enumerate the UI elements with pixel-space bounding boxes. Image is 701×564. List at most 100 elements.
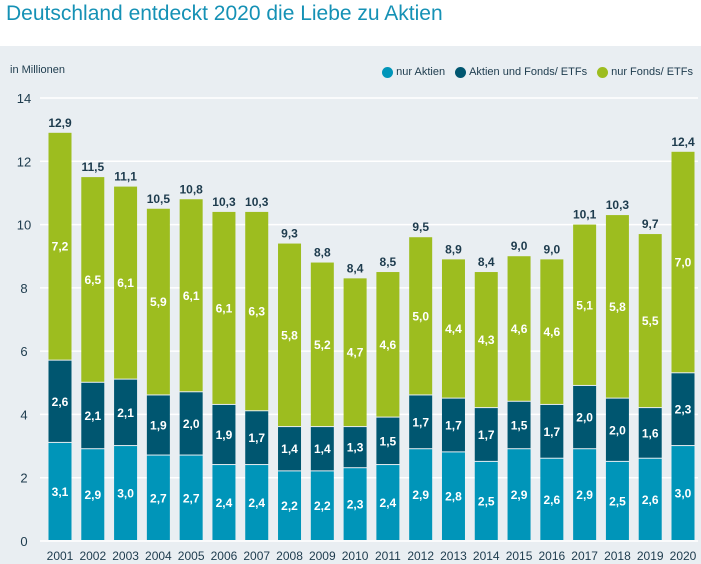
legend-item-nur-fonds: nur Fonds/ ETFs [597,66,693,78]
bar-segment [146,208,170,395]
data-label: 2,9 [412,488,429,502]
data-label: 2,5 [609,494,626,508]
x-tick-label: 2016 [538,549,565,563]
bar-segment [638,234,662,408]
legend-item-nur-aktien: nur Aktien [382,66,445,78]
data-label: 4,7 [347,346,364,360]
bar-segment [179,199,203,392]
bar-segment [671,373,695,446]
legend: nur Aktien Aktien und Fonds/ ETFs nur Fo… [382,66,693,78]
x-tick-label: 2009 [309,549,336,563]
legend-swatch [382,66,394,78]
x-tick-label: 2003 [112,549,139,563]
bar-segment [310,471,334,540]
x-tick-label: 2015 [506,549,533,563]
legend-item-aktien-und-fonds: Aktien und Fonds/ ETFs [455,66,587,78]
bar-segment [245,411,269,465]
x-tick-label: 2020 [670,549,697,563]
x-tick-label: 2017 [571,549,598,563]
data-label: 1,7 [445,419,462,433]
data-label: 2,0 [183,417,200,431]
data-label: 4,6 [380,338,397,352]
bar-segment [310,262,334,427]
x-tick-label: 2005 [178,549,205,563]
total-label: 12,9 [48,116,72,130]
total-label: 10,3 [212,195,236,209]
bar-segment [146,455,170,540]
data-label: 4,4 [445,322,462,336]
data-label: 6,1 [183,289,200,303]
data-label: 5,5 [642,314,659,328]
data-label: 7,0 [675,256,692,270]
chart-title: Deutschland entdeckt 2020 die Liebe zu A… [6,2,443,25]
data-label: 5,1 [576,298,593,312]
bar-segment [278,427,302,471]
y-tick-label: 2 [20,471,27,486]
y-tick-label: 8 [20,281,27,296]
data-label: 1,7 [412,415,429,429]
total-label: 10,8 [179,182,203,196]
data-label: 2,5 [478,494,495,508]
total-label: 10,3 [606,198,630,212]
bar-segment [573,449,597,540]
total-label: 10,1 [573,208,597,222]
data-label: 2,7 [150,491,167,505]
bar-segment [48,360,72,442]
data-label: 2,1 [117,406,134,420]
data-label: 2,3 [347,498,364,512]
data-label: 1,9 [216,428,233,442]
data-label: 7,2 [52,240,69,254]
x-tick-label: 2019 [637,549,664,563]
data-label: 2,9 [576,488,593,502]
bar-segment [474,272,498,408]
data-label: 2,4 [248,496,265,510]
data-label: 3,0 [117,487,134,501]
data-label: 1,5 [380,434,397,448]
data-label: 1,5 [511,419,528,433]
bar-segment [638,408,662,458]
bar-segment [343,427,367,468]
data-label: 4,6 [543,325,560,339]
bar-segment [212,211,236,404]
bar-segment [376,272,400,417]
bar-segment [114,186,138,379]
data-label: 5,9 [150,295,167,309]
bar-segment [146,395,170,455]
x-tick-label: 2001 [47,549,74,563]
bar-segment [671,446,695,540]
x-tick-label: 2018 [604,549,631,563]
x-tick-label: 2013 [440,549,467,563]
bar-segment [507,256,531,401]
data-label: 2,6 [52,395,69,409]
x-tick-label: 2006 [211,549,238,563]
total-label: 8,4 [347,261,364,275]
y-tick-label: 14 [17,91,31,106]
data-label: 2,4 [380,496,397,510]
total-label: 8,9 [445,242,462,256]
data-label: 5,0 [412,309,429,323]
bar-segment [376,465,400,540]
x-tick-label: 2012 [407,549,434,563]
data-label: 6,1 [117,276,134,290]
bar-segment [605,398,629,461]
total-label: 9,7 [642,217,659,231]
total-label: 9,5 [412,220,429,234]
legend-label: Aktien und Fonds/ ETFs [469,66,588,78]
total-label: 9,3 [281,227,298,241]
bar-segment [540,458,564,540]
bar-segment [179,392,203,455]
total-label: 9,0 [511,239,528,253]
x-tick-label: 2008 [276,549,303,563]
total-label: 11,5 [81,160,104,174]
total-label: 8,5 [380,255,397,269]
data-label: 3,1 [52,485,69,499]
total-label: 11,1 [114,170,137,184]
data-label: 5,2 [314,338,331,352]
y-axis-label: in Millionen [10,64,66,76]
bar-segment [245,211,269,411]
x-tick-label: 2007 [243,549,270,563]
bar-segment [540,259,564,404]
data-label: 2,0 [609,423,626,437]
data-label: 5,8 [281,328,298,342]
data-label: 1,3 [347,441,364,455]
